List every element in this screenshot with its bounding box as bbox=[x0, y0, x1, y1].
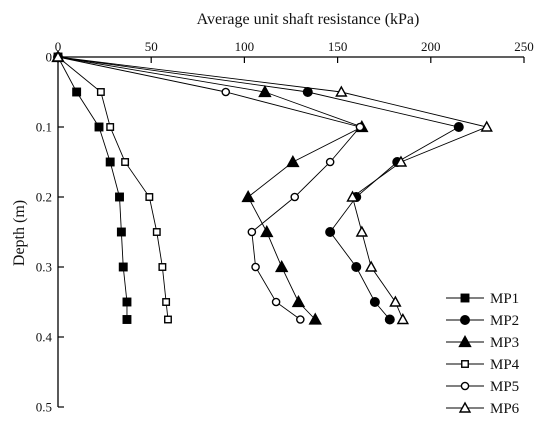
data-point-mp1 bbox=[72, 87, 82, 97]
legend-label-mp3: MP3 bbox=[490, 335, 519, 351]
legend-marker-mp1 bbox=[460, 293, 470, 303]
y-tick-label: 0.3 bbox=[36, 260, 52, 275]
y-tick-label: 0.4 bbox=[36, 330, 53, 345]
series-line-mp3 bbox=[57, 56, 363, 320]
data-point-mp4 bbox=[145, 193, 154, 201]
legend: MP1 MP2 MP3 MP4 MP5 MP6 bbox=[446, 291, 520, 417]
data-point-mp4 bbox=[158, 263, 167, 271]
data-point-mp6 bbox=[346, 190, 359, 202]
data-point-mp1 bbox=[122, 315, 132, 324]
data-point-mp1 bbox=[118, 262, 128, 272]
legend-item-mp4: MP4 bbox=[446, 357, 520, 373]
data-point-mp5 bbox=[355, 122, 365, 132]
data-point-mp5 bbox=[271, 297, 281, 307]
x-tick-label: 50 bbox=[145, 39, 158, 54]
data-point-mp3 bbox=[291, 295, 306, 308]
legend-marker-mp5 bbox=[460, 381, 470, 391]
data-point-mp3 bbox=[260, 225, 274, 238]
legend-label-mp6: MP6 bbox=[490, 401, 520, 417]
y-tick-label: 0.2 bbox=[36, 190, 52, 205]
data-point-mp5 bbox=[251, 262, 260, 272]
data-point-mp5 bbox=[296, 315, 305, 324]
data-point-mp6 bbox=[364, 260, 378, 272]
data-point-mp5 bbox=[325, 157, 335, 167]
data-point-mp6 bbox=[480, 120, 493, 132]
legend-item-mp1: MP1 bbox=[446, 291, 519, 307]
x-tick-label: 0 bbox=[55, 39, 62, 54]
data-point-mp6 bbox=[51, 50, 65, 62]
y-tick-label: 0.5 bbox=[36, 400, 52, 415]
legend-item-mp5: MP5 bbox=[446, 379, 519, 395]
data-point-mp2 bbox=[302, 86, 313, 97]
data-point-mp5 bbox=[221, 87, 231, 97]
data-point-mp1 bbox=[94, 122, 104, 132]
legend-label-mp4: MP4 bbox=[490, 357, 520, 373]
legend-label-mp1: MP1 bbox=[490, 291, 519, 307]
x-tick-label: 250 bbox=[514, 39, 534, 54]
data-point-mp4 bbox=[121, 158, 130, 166]
legend-item-mp6: MP6 bbox=[446, 401, 520, 417]
data-point-mp3 bbox=[241, 190, 255, 203]
data-point-mp6 bbox=[355, 225, 369, 237]
y-tick-label: 0.1 bbox=[36, 120, 52, 135]
data-point-mp1 bbox=[105, 157, 115, 167]
series-mp1 bbox=[53, 52, 132, 324]
y-axis-title: Depth (m) bbox=[11, 200, 28, 266]
data-point-mp4 bbox=[162, 298, 171, 306]
x-tick-label: 150 bbox=[328, 39, 348, 54]
data-point-mp5 bbox=[247, 227, 257, 237]
data-point-mp2 bbox=[325, 226, 336, 237]
series-line-mp6 bbox=[57, 56, 489, 320]
data-point-mp3 bbox=[258, 85, 272, 98]
legend-item-mp2: MP2 bbox=[446, 313, 519, 329]
x-tick-label: 100 bbox=[235, 39, 255, 54]
series-line-mp1 bbox=[57, 56, 128, 320]
data-point-mp4 bbox=[106, 123, 115, 131]
series-line-mp2 bbox=[57, 56, 460, 320]
data-point-mp4 bbox=[164, 315, 172, 324]
data-point-mp6 bbox=[389, 295, 402, 307]
legend-marker-mp3 bbox=[458, 335, 472, 348]
data-point-mp5 bbox=[290, 192, 300, 202]
series-group bbox=[51, 50, 493, 325]
data-point-mp4 bbox=[96, 88, 105, 96]
data-point-mp1 bbox=[116, 227, 126, 237]
data-point-mp6 bbox=[394, 155, 408, 167]
x-axis-title: Average unit shaft resistance (kPa) bbox=[197, 11, 420, 28]
series-mp2 bbox=[53, 52, 464, 325]
legend-marker-mp4 bbox=[461, 360, 469, 368]
series-mp5 bbox=[53, 52, 365, 324]
legend-marker-mp2 bbox=[460, 315, 471, 326]
data-point-mp3 bbox=[286, 155, 300, 168]
data-point-mp3 bbox=[274, 260, 289, 273]
data-point-mp2 bbox=[453, 121, 464, 132]
legend-item-mp3: MP3 bbox=[446, 335, 519, 351]
legend-label-mp2: MP2 bbox=[490, 313, 519, 329]
data-point-mp6 bbox=[396, 313, 410, 325]
legend-marker-mp6 bbox=[458, 401, 472, 413]
data-point-mp2 bbox=[351, 262, 362, 273]
series-line-mp5 bbox=[57, 56, 361, 320]
y-tick-label: 0 bbox=[46, 50, 53, 65]
data-point-mp1 bbox=[115, 192, 124, 202]
legend-label-mp5: MP5 bbox=[490, 379, 519, 395]
data-point-mp2 bbox=[384, 314, 395, 325]
data-point-mp3 bbox=[308, 312, 322, 325]
series-mp6 bbox=[51, 50, 493, 325]
data-point-mp4 bbox=[152, 228, 161, 236]
data-point-mp6 bbox=[335, 85, 348, 97]
data-point-mp1 bbox=[122, 297, 132, 307]
axes: 0 50 100 150 200 250 0 0.1 0.2 0.3 0.4 0.5 bbox=[36, 39, 534, 415]
data-point-mp2 bbox=[369, 297, 380, 308]
x-tick-label: 200 bbox=[421, 39, 441, 54]
